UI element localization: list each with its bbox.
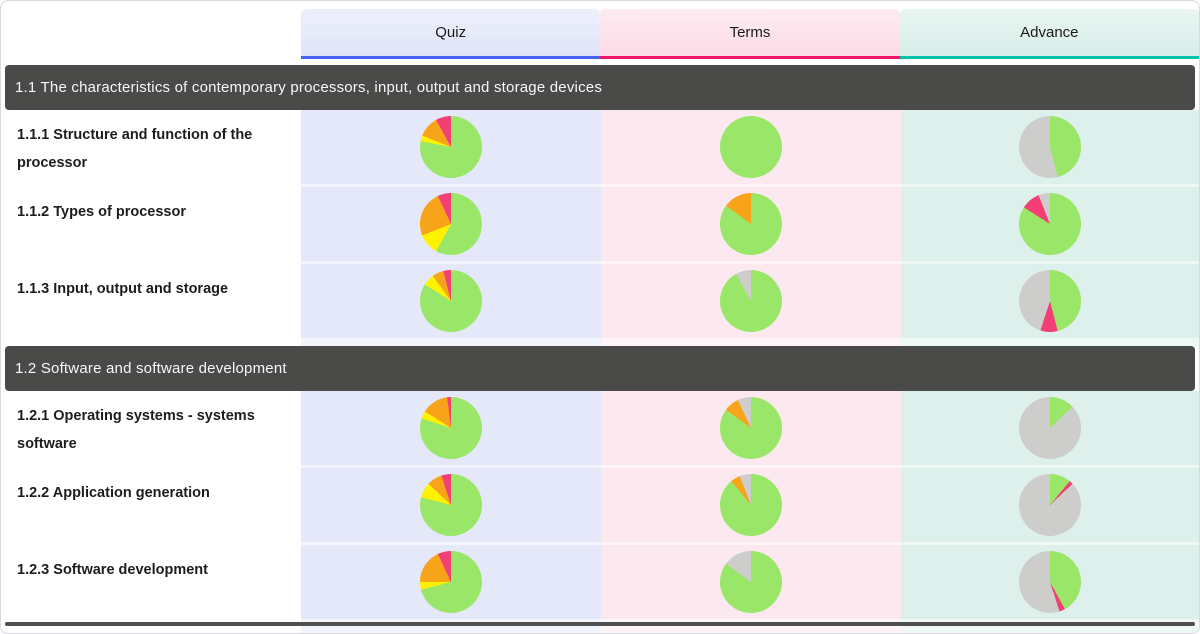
quiz-gap-cell xyxy=(301,341,601,346)
table-row: 1.2.3 Software development xyxy=(1,545,1199,622)
next-section-edge xyxy=(5,622,1195,626)
column-header-terms[interactable]: Terms xyxy=(600,9,900,59)
progress-pie-terms[interactable] xyxy=(720,397,782,459)
topic-label[interactable]: 1.2.1 Operating systems - systems softwa… xyxy=(1,391,301,468)
progress-pie-terms[interactable] xyxy=(720,551,782,613)
partial-advance-cell xyxy=(901,626,1199,633)
topic-label[interactable]: 1.1.2 Types of processor xyxy=(1,187,301,264)
progress-pie-advance[interactable] xyxy=(1019,551,1081,613)
progress-pie-quiz[interactable] xyxy=(420,116,482,178)
partial-quiz-cell xyxy=(301,626,601,633)
quiz-cell xyxy=(301,110,601,187)
advance-cell xyxy=(901,110,1199,187)
header-gap xyxy=(1,59,1199,65)
progress-pie-advance[interactable] xyxy=(1019,193,1081,255)
column-header-row: Quiz Terms Advance xyxy=(1,1,1199,59)
table-row: 1.2.2 Application generation xyxy=(1,468,1199,545)
terms-cell xyxy=(601,110,901,187)
terms-cell xyxy=(601,264,901,341)
progress-pie-quiz[interactable] xyxy=(420,551,482,613)
progress-pie-terms[interactable] xyxy=(720,193,782,255)
advance-cell xyxy=(901,391,1199,468)
progress-pie-quiz[interactable] xyxy=(420,397,482,459)
progress-pie-advance[interactable] xyxy=(1019,270,1081,332)
table-row: 1.1.1 Structure and function of the proc… xyxy=(1,110,1199,187)
advance-cell xyxy=(901,468,1199,545)
table-row: 1.1.3 Input, output and storage xyxy=(1,264,1199,341)
progress-pie-quiz[interactable] xyxy=(420,270,482,332)
column-header-quiz[interactable]: Quiz xyxy=(301,9,601,59)
progress-pie-quiz[interactable] xyxy=(420,193,482,255)
terms-gap-cell xyxy=(601,341,901,346)
advance-cell xyxy=(901,264,1199,341)
quiz-cell xyxy=(301,187,601,264)
table-row: 1.2.1 Operating systems - systems softwa… xyxy=(1,391,1199,468)
progress-pie-terms[interactable] xyxy=(720,474,782,536)
advance-cell xyxy=(901,187,1199,264)
terms-cell xyxy=(601,391,901,468)
partial-next-row xyxy=(1,626,1199,633)
advance-gap-cell xyxy=(901,341,1199,346)
progress-pie-quiz[interactable] xyxy=(420,474,482,536)
quiz-cell xyxy=(301,545,601,622)
quiz-cell xyxy=(301,264,601,341)
progress-pie-advance[interactable] xyxy=(1019,397,1081,459)
progress-pie-terms[interactable] xyxy=(720,116,782,178)
advance-cell xyxy=(901,545,1199,622)
partial-label-cell xyxy=(1,626,301,633)
terms-cell xyxy=(601,187,901,264)
terms-cell xyxy=(601,468,901,545)
terms-tab-label: Terms xyxy=(729,24,771,41)
topic-label[interactable]: 1.2.2 Application generation xyxy=(1,468,301,545)
quiz-tab-label: Quiz xyxy=(435,24,467,41)
table-row: 1.1.2 Types of processor xyxy=(1,187,1199,264)
progress-pie-terms[interactable] xyxy=(720,270,782,332)
terms-cell xyxy=(601,545,901,622)
quiz-cell xyxy=(301,391,601,468)
topic-label[interactable]: 1.2.3 Software development xyxy=(1,545,301,622)
advance-tab-label: Advance xyxy=(1020,24,1079,41)
header-corner-spacer xyxy=(1,9,301,59)
section-header: 1.1 The characteristics of contemporary … xyxy=(5,65,1195,110)
progress-pie-advance[interactable] xyxy=(1019,474,1081,536)
column-header-advance[interactable]: Advance xyxy=(899,9,1199,59)
section-header: 1.2 Software and software development xyxy=(5,346,1195,391)
partial-terms-cell xyxy=(601,626,901,633)
progress-pie-advance[interactable] xyxy=(1019,116,1081,178)
topic-label[interactable]: 1.1.3 Input, output and storage xyxy=(1,264,301,341)
quiz-cell xyxy=(301,468,601,545)
topic-label[interactable]: 1.1.1 Structure and function of the proc… xyxy=(1,110,301,187)
